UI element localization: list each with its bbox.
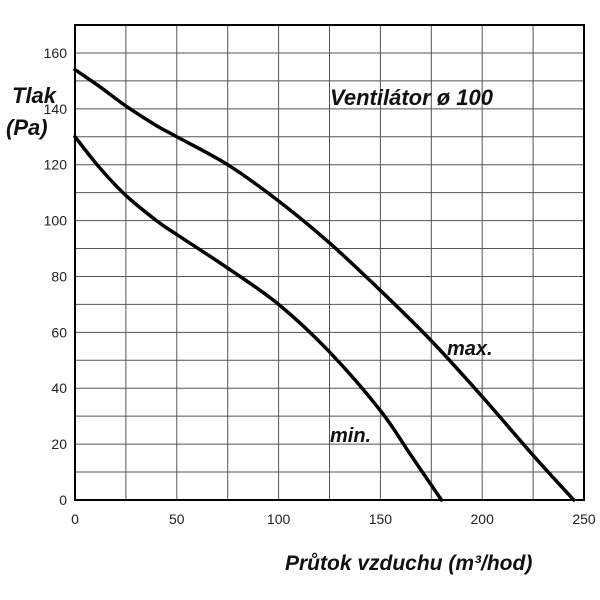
x-tick-label: 0 [71, 511, 79, 527]
x-tick-label: 200 [471, 511, 495, 527]
y-tick-label: 140 [44, 101, 68, 117]
y-tick-label: 80 [51, 268, 67, 284]
x-axis-label: Průtok vzduchu (m³/hod) [285, 552, 532, 575]
y-tick-labels: 0 20 40 60 80 100 120 140 160 [44, 45, 68, 508]
y-tick-label: 0 [59, 492, 67, 508]
y-tick-label: 120 [44, 157, 68, 173]
y-tick-label: 100 [44, 213, 68, 229]
chart-title: Ventilátor ø 100 [330, 85, 494, 110]
x-tick-label: 100 [267, 511, 291, 527]
plot-border [74, 24, 585, 501]
plot-frame [74, 24, 585, 501]
y-tick-label: 60 [51, 324, 67, 340]
y-tick-label: 20 [51, 436, 67, 452]
series-line-min [73, 135, 444, 502]
x-tick-labels: 0 50 100 150 200 250 [71, 511, 596, 527]
series-lines [73, 67, 576, 502]
y-axis-label-line2: (Pa) [6, 115, 48, 140]
x-tick-label: 50 [169, 511, 185, 527]
x-tick-label: 250 [572, 511, 596, 527]
x-tick-label: 150 [369, 511, 393, 527]
series-label-min: min. [330, 425, 371, 447]
series-label-max: max. [447, 338, 493, 360]
y-axis-label-line1: Tlak [12, 83, 58, 108]
series-line-max [73, 67, 576, 502]
y-tick-label: 40 [51, 380, 67, 396]
y-tick-label: 160 [44, 45, 68, 61]
